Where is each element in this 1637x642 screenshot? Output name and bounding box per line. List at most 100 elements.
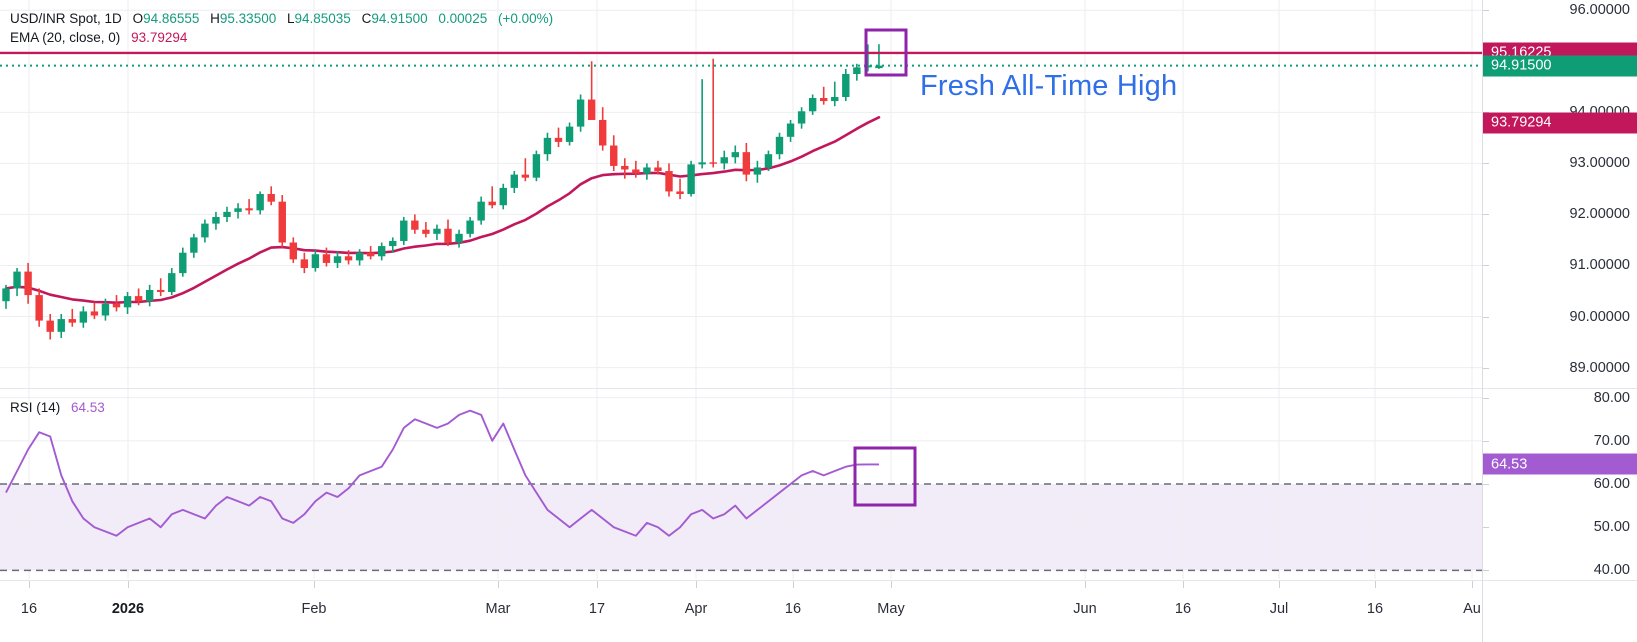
time-tick-label[interactable]: Feb [301, 601, 327, 617]
annotation-text[interactable]: Fresh All-Time High [920, 70, 1178, 102]
candle-body [654, 167, 662, 172]
candle-body [587, 99, 596, 120]
time-tick-label[interactable]: Au [1463, 601, 1481, 617]
price-value-badge[interactable]: 93.79294 [1483, 112, 1637, 134]
candle-body [764, 154, 773, 168]
time-tick-label[interactable]: Mar [485, 601, 511, 617]
price-axis[interactable]: 96.0000094.0000093.0000092.0000091.00000… [1482, 0, 1637, 580]
candle-body [278, 201, 286, 243]
price-tick-mark [1483, 10, 1489, 12]
price-tick-label: 96.00000 [1569, 2, 1630, 19]
candle-body [875, 65, 883, 69]
candle-body [179, 252, 187, 274]
rsi-pane[interactable] [0, 389, 1482, 579]
time-tick-mark [1472, 581, 1473, 588]
rsi-tick-label: 50.00 [1593, 519, 1630, 536]
time-tick-label[interactable]: 17 [588, 601, 606, 617]
price-tick-label: 92.00000 [1569, 206, 1630, 223]
time-axis[interactable]: 16 2026 Feb Mar 17 Apr 16 May Jun 16 Jul 16 Au [0, 580, 1482, 642]
candle-body [864, 65, 872, 68]
candle-body [201, 223, 209, 238]
close-label: C [361, 11, 372, 26]
rsi-value-badge[interactable]: 64.53 [1483, 453, 1637, 475]
candle-body [521, 174, 530, 178]
price-tick-label: 89.00000 [1569, 359, 1630, 376]
candle-body [234, 208, 242, 212]
time-tick-label[interactable]: 2026 [111, 601, 145, 617]
rsi-line [5, 409, 879, 537]
time-tick-mark [597, 581, 598, 588]
candle-body [797, 111, 806, 124]
time-tick-mark [314, 581, 315, 588]
candle-body [853, 67, 861, 75]
candle-body [742, 152, 751, 175]
candle-body [311, 254, 320, 269]
candle-body [621, 165, 629, 170]
ema-label[interactable]: EMA (20, close, 0) [10, 30, 121, 45]
time-tick-label[interactable]: Apr [684, 601, 708, 617]
rsi-tick-label: 70.00 [1593, 432, 1630, 449]
highlight-box-price [864, 28, 908, 77]
candle-body [223, 211, 231, 217]
candle-body [455, 233, 463, 243]
candle-body [366, 252, 375, 257]
rsi-tick-mark [1483, 484, 1489, 485]
candle-body [808, 98, 817, 112]
low-label: L [286, 11, 295, 26]
price-value-badge[interactable]: 94.91500 [1483, 55, 1637, 77]
ema-value: 93.79294 [131, 30, 188, 45]
candle-body [554, 137, 563, 142]
candle-body [532, 154, 541, 178]
candle-body [101, 303, 110, 316]
low-value: 94.85035 [294, 11, 351, 26]
candle-body [389, 240, 397, 247]
price-legend-row-ema: EMA (20, close, 0) 93.79294 [10, 28, 553, 47]
time-tick-label[interactable]: Jun [1073, 601, 1097, 617]
price-tick-mark [1483, 214, 1489, 216]
candle-body [322, 254, 331, 263]
time-tick-mark [1279, 581, 1280, 588]
time-tick-label[interactable]: 16 [20, 601, 38, 617]
high-label: H [210, 11, 220, 26]
rsi-value: 64.53 [71, 400, 105, 415]
price-tick-mark [1483, 163, 1489, 165]
candle-body [444, 228, 452, 243]
pane-separator [1483, 388, 1637, 389]
time-tick-label[interactable]: 16 [1174, 601, 1192, 617]
axis-corner [1482, 580, 1637, 642]
price-chart-canvas [0, 0, 1482, 388]
time-tick-label[interactable]: 16 [1366, 601, 1384, 617]
candle-body [632, 169, 640, 174]
candle-body [245, 208, 253, 211]
candle-body [477, 201, 485, 221]
time-tick-label[interactable]: Jul [1269, 601, 1289, 617]
price-pane[interactable] [0, 0, 1482, 388]
price-tick-mark [1483, 316, 1489, 318]
close-value: 94.91500 [371, 11, 428, 26]
open-value: 94.86555 [143, 11, 200, 26]
candle-body [775, 136, 784, 155]
price-legend-row-ohlc: USD/INR Spot, 1D O94.86555 H95.33500 L94… [10, 9, 553, 28]
price-legend[interactable]: USD/INR Spot, 1D O94.86555 H95.33500 L94… [10, 9, 553, 47]
high-value: 95.33500 [219, 11, 277, 26]
candle-body [665, 171, 673, 192]
candle-body [433, 228, 441, 234]
symbol-label[interactable]: USD/INR Spot, 1D [10, 11, 122, 26]
rsi-label[interactable]: RSI (14) [10, 400, 61, 415]
time-tick-mark [793, 581, 794, 588]
candle-body [134, 296, 143, 302]
rsi-legend[interactable]: RSI (14) 64.53 [10, 398, 105, 417]
candle-body [698, 162, 706, 165]
rsi-tick-mark [1483, 440, 1489, 442]
time-tick-label[interactable]: 16 [784, 601, 802, 617]
candle-body [344, 256, 353, 261]
candle-body [35, 295, 43, 321]
candle-body [289, 242, 297, 260]
price-tick-label: 93.00000 [1569, 155, 1630, 172]
open-label: O [132, 11, 144, 26]
candle-body [720, 157, 728, 164]
change-value: 0.00025 [438, 11, 488, 26]
time-tick-label[interactable]: May [877, 601, 905, 617]
candle-body [610, 145, 618, 166]
